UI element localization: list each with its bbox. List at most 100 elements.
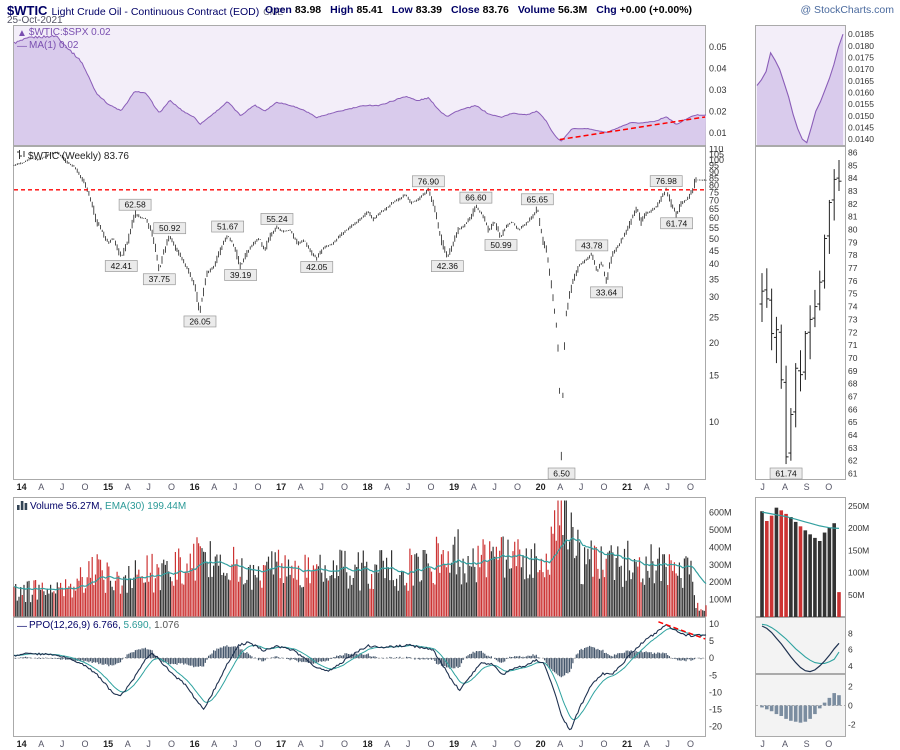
svg-text:O: O: [254, 482, 261, 492]
svg-text:A: A: [644, 739, 650, 749]
svg-text:J: J: [233, 739, 238, 749]
x-axis-lower: 14 A J O 15 A J O 16 A J O 17 A J O 18 A J O 19 A J O 20 A J O 21 A J O…: [17, 739, 833, 749]
svg-text:250M: 250M: [848, 501, 869, 511]
chart-date: 25-Oct-2021: [7, 15, 63, 26]
svg-text:85: 85: [848, 160, 858, 170]
ppo-value-3: 1.076: [154, 620, 180, 631]
svg-text:J: J: [406, 482, 411, 492]
svg-text:10: 10: [709, 619, 719, 629]
svg-text:A: A: [471, 482, 477, 492]
svg-text:75: 75: [848, 289, 858, 299]
svg-text:O: O: [600, 482, 607, 492]
svg-text:62.58: 62.58: [124, 200, 146, 210]
svg-text:43.78: 43.78: [581, 240, 603, 250]
svg-text:A: A: [384, 482, 390, 492]
svg-text:0.02: 0.02: [709, 107, 727, 117]
svg-text:83: 83: [848, 186, 858, 196]
svg-text:20: 20: [536, 739, 546, 749]
quote-label: Low: [391, 4, 413, 16]
quote-label: High: [330, 4, 354, 16]
svg-text:60: 60: [709, 213, 719, 223]
svg-text:37.75: 37.75: [149, 274, 171, 284]
svg-text:0: 0: [848, 701, 853, 711]
svg-text:76.98: 76.98: [656, 176, 678, 186]
svg-text:73: 73: [848, 314, 858, 324]
ppo-zoom-histogram-panel: 2 0 -2: [755, 674, 856, 737]
svg-text:80: 80: [709, 180, 719, 190]
svg-text:0.0170: 0.0170: [848, 64, 874, 74]
svg-text:A: A: [211, 739, 217, 749]
svg-text:-20: -20: [709, 722, 722, 732]
svg-text:63: 63: [848, 443, 858, 453]
ma-line-icon: —: [17, 41, 27, 52]
svg-text:6.50: 6.50: [553, 469, 570, 479]
svg-text:105: 105: [709, 149, 724, 159]
svg-text:A: A: [644, 482, 650, 492]
svg-text:42.41: 42.41: [111, 261, 133, 271]
svg-text:21: 21: [622, 739, 632, 749]
svg-text:A: A: [782, 739, 788, 749]
svg-text:J: J: [146, 482, 151, 492]
svg-text:0.0175: 0.0175: [848, 53, 874, 63]
svg-text:0.0145: 0.0145: [848, 123, 874, 133]
quote-value: 83.98: [294, 4, 322, 16]
ppo-value-1: 6.766,: [92, 620, 121, 631]
svg-text:S: S: [804, 739, 810, 749]
quote-row: Open 83.98 High 85.41 Low 83.39 Close 83.76 Volu…: [256, 4, 692, 16]
svg-text:30: 30: [709, 292, 719, 302]
stockcharts-watermark-link[interactable]: @ StockCharts.com: [800, 4, 894, 16]
svg-text:42.05: 42.05: [306, 262, 328, 272]
svg-text:300M: 300M: [709, 560, 732, 570]
svg-text:14: 14: [17, 739, 27, 749]
ratio-ma-label: MA(1) 0.02: [29, 40, 79, 51]
svg-text:O: O: [341, 482, 348, 492]
svg-text:70: 70: [709, 195, 719, 205]
svg-text:0.01: 0.01: [709, 128, 727, 138]
svg-text:42.36: 42.36: [437, 261, 459, 271]
svg-text:76: 76: [848, 276, 858, 286]
svg-text:16: 16: [190, 482, 200, 492]
svg-text:O: O: [687, 739, 694, 749]
svg-text:-15: -15: [709, 705, 722, 715]
svg-text:J: J: [319, 482, 324, 492]
svg-text:S: S: [804, 482, 810, 492]
svg-text:21: 21: [622, 482, 632, 492]
svg-text:4: 4: [848, 661, 853, 671]
svg-text:J: J: [579, 482, 584, 492]
price-legend: $WTIC (Weekly) 83.76: [17, 149, 129, 163]
volume-icon: [17, 501, 28, 510]
ppo-legend: — PPO(12,26,9) 6.766, 5.690, 1.076: [17, 620, 179, 633]
svg-text:77: 77: [848, 263, 858, 273]
svg-text:20: 20: [536, 482, 546, 492]
svg-text:J: J: [233, 482, 238, 492]
svg-text:15: 15: [103, 482, 113, 492]
svg-text:O: O: [81, 482, 88, 492]
svg-text:0: 0: [709, 653, 714, 663]
svg-text:J: J: [579, 739, 584, 749]
svg-text:65.65: 65.65: [527, 194, 549, 204]
svg-text:-10: -10: [709, 687, 722, 697]
svg-text:600M: 600M: [709, 508, 732, 518]
svg-text:A: A: [125, 739, 131, 749]
svg-text:25: 25: [709, 313, 719, 323]
svg-text:82: 82: [848, 199, 858, 209]
svg-text:O: O: [825, 482, 832, 492]
svg-text:84: 84: [848, 173, 858, 183]
svg-text:0.03: 0.03: [709, 85, 727, 95]
svg-text:O: O: [81, 739, 88, 749]
svg-text:A: A: [298, 482, 304, 492]
svg-text:75: 75: [709, 188, 719, 198]
svg-text:A: A: [38, 482, 44, 492]
svg-text:J: J: [760, 739, 765, 749]
svg-text:61.74: 61.74: [666, 218, 688, 228]
svg-text:O: O: [341, 739, 348, 749]
volume-zoom-panel: 250M 200M 150M 100M 50M: [755, 497, 869, 617]
candlestick-icon: [17, 150, 25, 159]
ppo-panel: 10 5 0 -5 -10 -15 -20: [13, 617, 722, 737]
svg-text:A: A: [471, 739, 477, 749]
svg-text:85: 85: [709, 173, 719, 183]
svg-text:90: 90: [709, 167, 719, 177]
svg-text:J: J: [665, 739, 670, 749]
x-axis-upper: 14 A J O 15 A J O 16 A J O 17 A J O 18 A J O 19 A J O 20 A J O 21 A J O…: [17, 482, 833, 492]
